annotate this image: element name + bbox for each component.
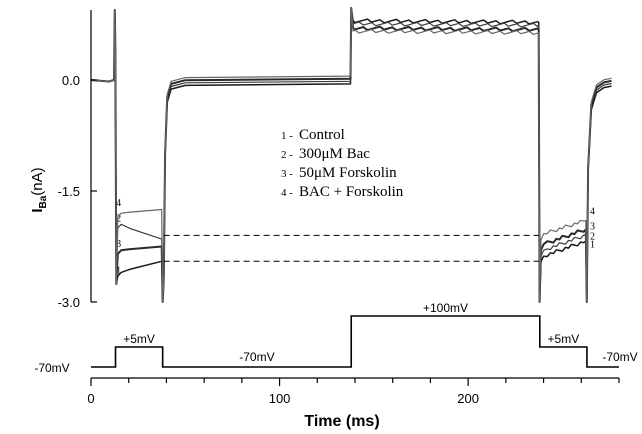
legend-label: BAC + Forskolin <box>299 184 404 200</box>
y-axis-label: IBa(nA) <box>29 167 49 212</box>
y-axis-label-unit: (nA) <box>29 167 46 195</box>
protocol-trace <box>91 315 619 368</box>
protocol-label: -70mV <box>602 350 637 364</box>
x-tick-label: 0 <box>87 391 94 406</box>
y-tick-label: -3.0 <box>58 295 80 310</box>
protocol-label: +100mV <box>423 301 468 315</box>
trace-label-right: 3 <box>590 221 595 232</box>
legend-number: 3 - <box>281 168 293 180</box>
trace-label-right: 2 <box>590 231 595 242</box>
voltage-protocol: -70mV +5mV -70mV +100mV +5mV -70mV <box>34 301 637 375</box>
trace-label-right: 4 <box>590 207 595 218</box>
trace-2 <box>90 7 612 303</box>
legend: 1 - Control 2 - 300μM Bac 3 - 50μM Forskolin 4… <box>281 127 404 200</box>
legend-number: 2 - <box>281 149 293 161</box>
legend-label: Control <box>299 127 345 143</box>
legend-label: 300μM Bac <box>299 146 370 162</box>
trace-label-left: 2 <box>116 213 121 224</box>
reference-lines <box>163 234 539 262</box>
svg-text:IBa(nA): IBa(nA) <box>29 167 49 212</box>
trace-label-left: 3 <box>116 239 121 250</box>
trace-1 <box>90 7 612 303</box>
y-axis-label-subscript: Ba <box>38 195 49 208</box>
legend-number: 1 - <box>281 130 293 142</box>
trace-label-left: 1 <box>116 265 121 276</box>
legend-label: 50μM Forskolin <box>299 165 397 181</box>
trace-label-right: 1 <box>590 239 595 250</box>
x-axis-label: Time (ms) <box>304 413 379 430</box>
x-tick-label: 100 <box>269 391 291 406</box>
trace-label-left: 4 <box>116 198 121 209</box>
y-axis: 0.0 -1.5 -3.0 <box>58 10 97 310</box>
protocol-label: +5mV <box>123 332 155 346</box>
protocol-label: -70mV <box>239 350 274 364</box>
protocol-label: -70mV <box>34 361 69 375</box>
x-tick-label: 200 <box>457 391 479 406</box>
legend-number: 4 - <box>281 187 293 199</box>
y-tick-label: -1.5 <box>58 184 80 199</box>
y-axis-label-symbol: I <box>29 208 46 212</box>
trace-4 <box>90 7 612 303</box>
x-axis: 0 100 200 <box>87 377 620 406</box>
protocol-label: +5mV <box>548 332 580 346</box>
y-tick-label: 0.0 <box>62 73 80 88</box>
